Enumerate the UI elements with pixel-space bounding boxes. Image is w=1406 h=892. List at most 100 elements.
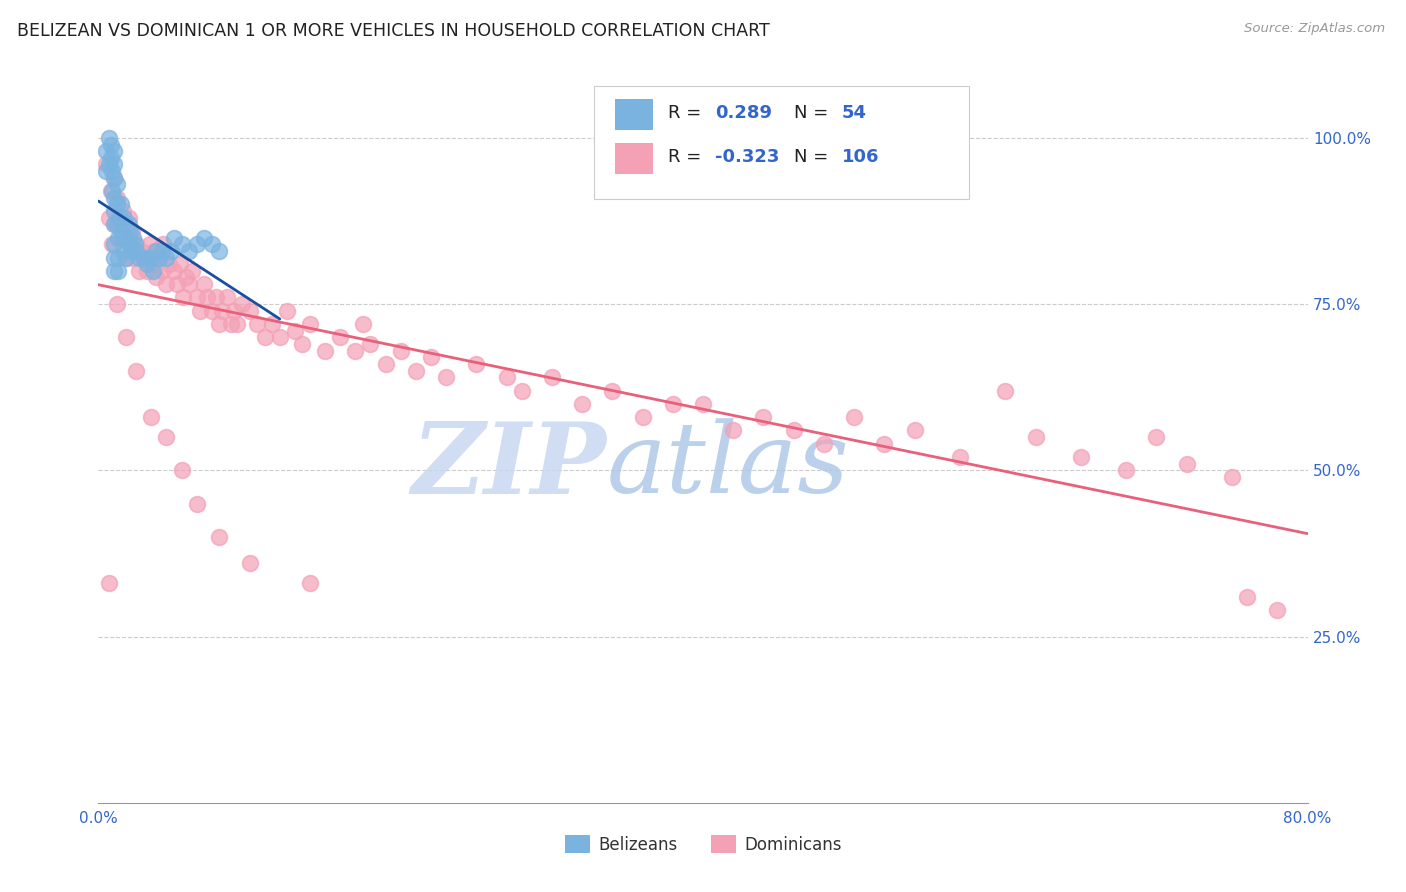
Point: [208, 244, 231, 258]
Point: [1236, 590, 1258, 604]
Point: [118, 217, 141, 231]
Point: [163, 230, 186, 244]
Point: [98, 131, 121, 145]
Point: [179, 277, 201, 292]
Point: [103, 237, 125, 252]
Point: [120, 237, 142, 252]
Point: [253, 330, 276, 344]
Point: [110, 197, 132, 211]
Point: [1220, 470, 1243, 484]
Point: [98, 211, 121, 225]
Point: [873, 436, 896, 450]
Point: [121, 244, 143, 258]
Point: [1024, 430, 1046, 444]
Point: [107, 251, 129, 265]
Point: [211, 303, 233, 318]
Point: [107, 230, 129, 244]
Point: [172, 290, 194, 304]
Point: [101, 164, 124, 178]
Point: [120, 224, 142, 238]
Point: [844, 410, 866, 425]
Point: [107, 211, 129, 225]
Point: [114, 230, 136, 244]
Point: [121, 224, 143, 238]
Point: [125, 237, 148, 252]
Point: [389, 343, 412, 358]
Point: [201, 303, 224, 318]
Point: [155, 277, 177, 292]
Point: [125, 363, 148, 377]
Point: [122, 251, 145, 265]
Point: [145, 270, 167, 285]
Text: BELIZEAN VS DOMINICAN 1 OR MORE VEHICLES IN HOUSEHOLD CORRELATION CHART: BELIZEAN VS DOMINICAN 1 OR MORE VEHICLES…: [17, 22, 769, 40]
Point: [276, 303, 298, 318]
Point: [103, 217, 125, 231]
Point: [114, 251, 136, 265]
Point: [344, 343, 367, 358]
Point: [949, 450, 972, 464]
Point: [602, 384, 624, 398]
Point: [208, 530, 231, 544]
Point: [103, 144, 125, 158]
Text: 106: 106: [842, 148, 880, 166]
Point: [169, 257, 191, 271]
Point: [112, 224, 135, 238]
Point: [299, 317, 322, 331]
Point: [114, 330, 136, 344]
Point: [139, 251, 162, 265]
Point: [111, 244, 134, 258]
Text: 0.289: 0.289: [716, 104, 772, 122]
Point: [1115, 463, 1137, 477]
Point: [135, 257, 157, 271]
Point: [181, 264, 204, 278]
Point: [101, 237, 124, 252]
Point: [1267, 603, 1289, 617]
Point: [98, 157, 121, 171]
Point: [510, 384, 533, 398]
Point: [110, 224, 132, 238]
Point: [94, 164, 117, 178]
Point: [139, 237, 162, 252]
Point: [100, 137, 122, 152]
Point: [118, 211, 141, 225]
Point: [201, 237, 224, 252]
Point: [150, 244, 173, 258]
Text: -0.323: -0.323: [716, 148, 779, 166]
Point: [465, 357, 488, 371]
Point: [141, 257, 163, 271]
Point: [159, 257, 181, 271]
Point: [186, 497, 208, 511]
Point: [108, 211, 131, 225]
Point: [239, 303, 262, 318]
Point: [135, 264, 157, 278]
Point: [143, 244, 166, 258]
Point: [374, 357, 396, 371]
Point: [122, 230, 145, 244]
Point: [186, 237, 208, 252]
Point: [904, 424, 927, 438]
Point: [100, 151, 122, 165]
Point: [813, 436, 835, 450]
Point: [132, 251, 155, 265]
Point: [170, 463, 193, 477]
Point: [405, 363, 427, 377]
Point: [128, 264, 150, 278]
Point: [148, 251, 170, 265]
Point: [105, 217, 128, 231]
Point: [434, 370, 457, 384]
Point: [110, 230, 132, 244]
Point: [1144, 430, 1167, 444]
Point: [166, 277, 188, 292]
Point: [246, 317, 269, 331]
FancyBboxPatch shape: [595, 86, 969, 200]
Point: [141, 410, 163, 425]
Point: [360, 337, 382, 351]
Point: [105, 197, 128, 211]
Legend: Belizeans, Dominicans: Belizeans, Dominicans: [558, 829, 848, 860]
Point: [160, 244, 183, 258]
Point: [186, 290, 208, 304]
Point: [105, 178, 128, 192]
Point: [103, 204, 125, 219]
Point: [269, 330, 291, 344]
Point: [1070, 450, 1092, 464]
